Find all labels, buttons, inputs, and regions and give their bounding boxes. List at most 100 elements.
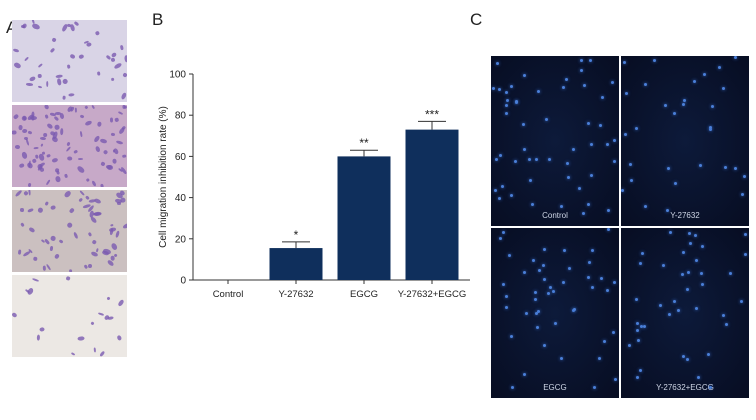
nucleus-mark: [599, 123, 603, 127]
nucleus-mark: [724, 165, 728, 169]
nucleus-mark: [612, 138, 616, 142]
y-tick-label: 0: [180, 276, 186, 287]
nucleus-mark: [499, 153, 503, 157]
nucleus-mark: [743, 175, 747, 179]
image-label: Y-27632+EGCG: [656, 383, 714, 392]
nucleus-mark: [612, 330, 616, 334]
nucleus-mark: [554, 322, 558, 326]
nucleus-mark: [589, 173, 593, 177]
nucleus-mark: [521, 122, 525, 126]
nucleus-mark: [495, 61, 499, 65]
nucleus-mark: [572, 147, 576, 151]
nucleus-mark: [667, 167, 671, 171]
nucleus-mark: [501, 283, 505, 287]
nucleus-mark: [549, 286, 553, 290]
nucleus-mark: [529, 178, 533, 182]
nucleus-mark: [722, 87, 726, 91]
nucleus-mark: [567, 175, 571, 179]
nucleus-mark: [744, 232, 748, 236]
nucleus-mark: [588, 260, 592, 264]
y-tick-label: 20: [175, 234, 187, 245]
nucleus-mark: [535, 311, 539, 315]
nucleus-mark: [551, 290, 555, 294]
nucleus-mark: [509, 194, 513, 198]
nucleus-mark: [583, 83, 587, 87]
nucleus-mark: [534, 157, 538, 161]
nucleus-mark: [663, 104, 667, 108]
nucleus-mark: [504, 104, 508, 108]
nucleus-mark: [509, 84, 513, 88]
nucleus-mark: [686, 270, 690, 274]
y-tick-label: 60: [175, 152, 187, 163]
nucleus-mark: [601, 95, 605, 99]
nucleus-mark: [499, 237, 503, 241]
x-tick-label: EGCG: [350, 289, 378, 300]
nucleus-mark: [606, 228, 610, 232]
nucleus-mark: [681, 251, 685, 255]
nucleus-mark: [740, 299, 744, 303]
nucleus-mark: [502, 231, 506, 235]
nucleus-mark: [606, 289, 610, 293]
y-axis-label: Cell migration inhibition rate (%): [158, 106, 169, 248]
panel-label-b: B: [152, 10, 164, 29]
nucleus-mark: [562, 248, 566, 252]
nucleus-mark: [590, 249, 594, 253]
nucleus-mark: [640, 251, 644, 255]
nucleus-mark: [624, 133, 628, 137]
nucleus-mark: [703, 73, 707, 77]
y-tick-label: 100: [169, 70, 186, 81]
nucleus-mark: [636, 375, 640, 379]
nucleus-mark: [542, 264, 546, 268]
nucleus-mark: [700, 282, 704, 286]
nucleus-mark: [514, 100, 518, 104]
nucleus-mark: [653, 59, 657, 63]
transwell-image-y27632: [12, 105, 127, 187]
nucleus-mark: [523, 271, 527, 275]
nucleus-mark: [681, 273, 685, 277]
nucleus-mark: [586, 121, 590, 125]
nucleus-mark: [498, 88, 502, 92]
nucleus-mark: [495, 158, 499, 162]
nucleus-mark: [530, 202, 534, 206]
nucleus-mark: [611, 81, 615, 85]
nucleus-mark: [698, 163, 702, 167]
nucleus-mark: [586, 276, 590, 280]
nucleus-mark: [600, 277, 604, 281]
nucleus-mark: [635, 321, 639, 325]
nucleus-mark: [561, 281, 565, 285]
panel-label-a: A: [6, 18, 17, 38]
nucleus-mark: [707, 353, 711, 357]
nucleus-mark: [639, 324, 643, 328]
nucleus-mark: [668, 231, 672, 235]
nucleus-mark: [721, 313, 725, 317]
nucleus-mark: [560, 357, 563, 361]
nucleus-mark: [676, 308, 680, 312]
nucleus-mark: [673, 300, 677, 304]
nucleus-mark: [635, 126, 639, 130]
nucleus-mark: [508, 254, 512, 258]
nucleus-mark: [590, 143, 594, 147]
nucleus-mark: [635, 329, 639, 333]
nucleus-mark: [607, 209, 610, 213]
nucleus-mark: [501, 184, 505, 188]
fluorescence-image: Y-27632+EGCG: [621, 228, 749, 398]
nucleus-mark: [717, 65, 721, 69]
bar: [337, 156, 391, 280]
bar: [405, 129, 459, 280]
nucleus-mark: [523, 148, 527, 152]
panel-label-c: C: [470, 10, 483, 29]
nucleus-mark: [542, 277, 546, 281]
nucleus-mark: [505, 295, 509, 299]
nucleus-mark: [709, 125, 713, 129]
nucleus-mark: [638, 261, 642, 265]
nucleus-mark: [577, 186, 581, 190]
nucleus-mark: [537, 309, 541, 313]
nucleus-mark: [661, 264, 665, 268]
nucleus-mark: [630, 179, 634, 183]
nucleus-mark: [673, 111, 677, 115]
x-tick-label: Y-27632+EGCG: [398, 289, 467, 300]
nucleus-mark: [695, 307, 699, 311]
nucleus-mark: [533, 290, 537, 294]
nucleus-mark: [559, 205, 563, 209]
nucleus-mark: [685, 287, 689, 291]
